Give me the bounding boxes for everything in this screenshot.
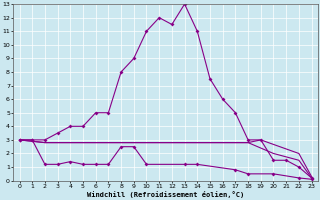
X-axis label: Windchill (Refroidissement éolien,°C): Windchill (Refroidissement éolien,°C) xyxy=(87,191,244,198)
